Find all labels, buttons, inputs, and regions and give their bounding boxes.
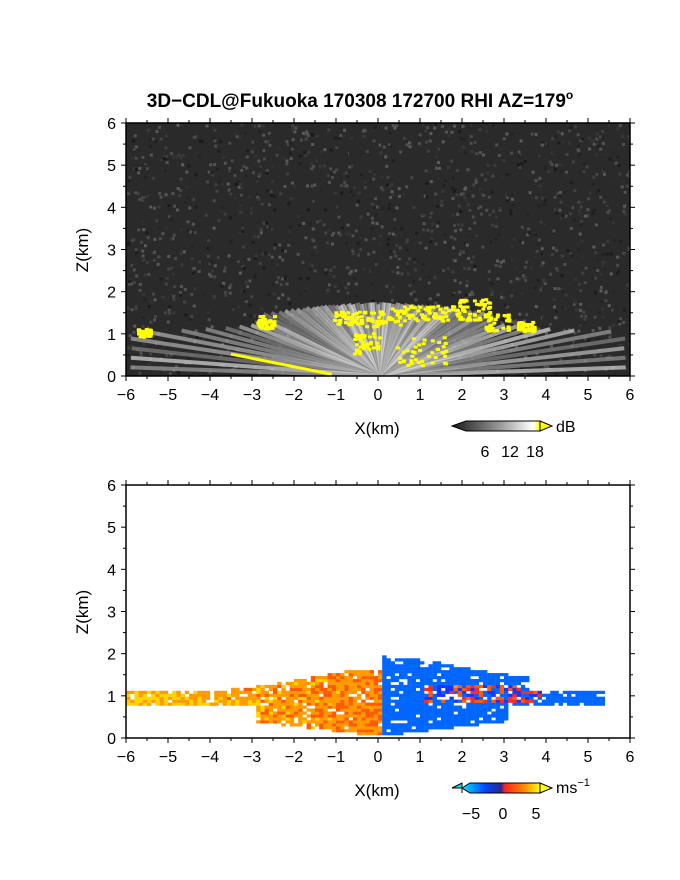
- colorbar-tick: 18: [526, 444, 544, 461]
- y-tick-label: 5: [107, 520, 116, 537]
- x-tick-label: −3: [243, 749, 261, 766]
- x-tick-label: −5: [159, 749, 177, 766]
- x-tick-label: 6: [626, 387, 635, 404]
- x-tick-label: 1: [416, 387, 425, 404]
- x-tick-label: −2: [285, 387, 303, 404]
- strong-echo-regions: [136, 298, 537, 376]
- x-tick-label: 3: [500, 387, 509, 404]
- y-tick-label: 3: [107, 243, 116, 260]
- y-axis-label: Z(km): [73, 590, 92, 634]
- figure-title: 3D−CDL@Fukuoka 170308 172700 RHI AZ=179o: [147, 88, 574, 112]
- reflectivity-image: [126, 123, 630, 376]
- reflectivity-colorbar: dB 6 12 18: [450, 419, 576, 461]
- colorbar-tick: 0: [499, 806, 508, 823]
- x-tick-label: 6: [626, 749, 635, 766]
- colorbar-tick: 5: [532, 806, 541, 823]
- y-tick-label: 0: [107, 369, 116, 386]
- x-tick-label: 2: [458, 387, 467, 404]
- x-axis-label: X(km): [354, 781, 399, 800]
- x-tick-label: −4: [201, 749, 219, 766]
- velocity-colorbar: ms−1 −5 0 5: [451, 777, 590, 823]
- y-tick-label: 2: [107, 647, 116, 664]
- x-axis-label: X(km): [354, 419, 399, 438]
- y-tick-label: 6: [107, 478, 116, 495]
- x-tick-label: 5: [584, 749, 593, 766]
- x-tick-label: 1: [416, 749, 425, 766]
- x-tick-label: 0: [374, 749, 383, 766]
- y-tick-label: 3: [107, 605, 116, 622]
- velocity-cells: [126, 655, 605, 736]
- colorbar-unit: dB: [556, 419, 576, 436]
- colorbar-tick: −5: [462, 806, 480, 823]
- x-tick-label: 3: [500, 749, 509, 766]
- y-tick-label: 2: [107, 285, 116, 302]
- x-tick-label: −3: [243, 387, 261, 404]
- colorbar-tick: 12: [501, 444, 519, 461]
- x-tick-label: −5: [159, 387, 177, 404]
- x-tick-label: 0: [374, 387, 383, 404]
- x-tick-label: −1: [327, 387, 345, 404]
- x-tick-label: −1: [327, 749, 345, 766]
- doppler-velocity-image: [126, 655, 605, 736]
- colorbar-unit: ms−1: [556, 777, 590, 797]
- y-tick-label: 4: [107, 200, 116, 217]
- y-tick-label: 5: [107, 158, 116, 175]
- x-tick-label: −6: [117, 387, 135, 404]
- x-tick-label: 2: [458, 749, 467, 766]
- x-tick-label: 4: [542, 749, 551, 766]
- colorbar-tick: 6: [481, 444, 490, 461]
- y-tick-label: 6: [107, 116, 116, 133]
- x-tick-label: 5: [584, 387, 593, 404]
- y-axis-label: Z(km): [73, 228, 92, 272]
- x-tick-label: −4: [201, 387, 219, 404]
- x-tick-label: −6: [117, 749, 135, 766]
- y-tick-label: 4: [107, 562, 116, 579]
- y-tick-label: 1: [107, 327, 116, 344]
- x-tick-label: −2: [285, 749, 303, 766]
- doppler-velocity-panel: −6 −5 −4 −3 −2 −1 0 1 2 3 4 5 6 0 1 2 3 4 5 6 X(km) Z(km) m…: [73, 478, 635, 823]
- y-tick-label: 1: [107, 689, 116, 706]
- y-tick-label: 0: [107, 731, 116, 748]
- x-tick-label: 4: [542, 387, 551, 404]
